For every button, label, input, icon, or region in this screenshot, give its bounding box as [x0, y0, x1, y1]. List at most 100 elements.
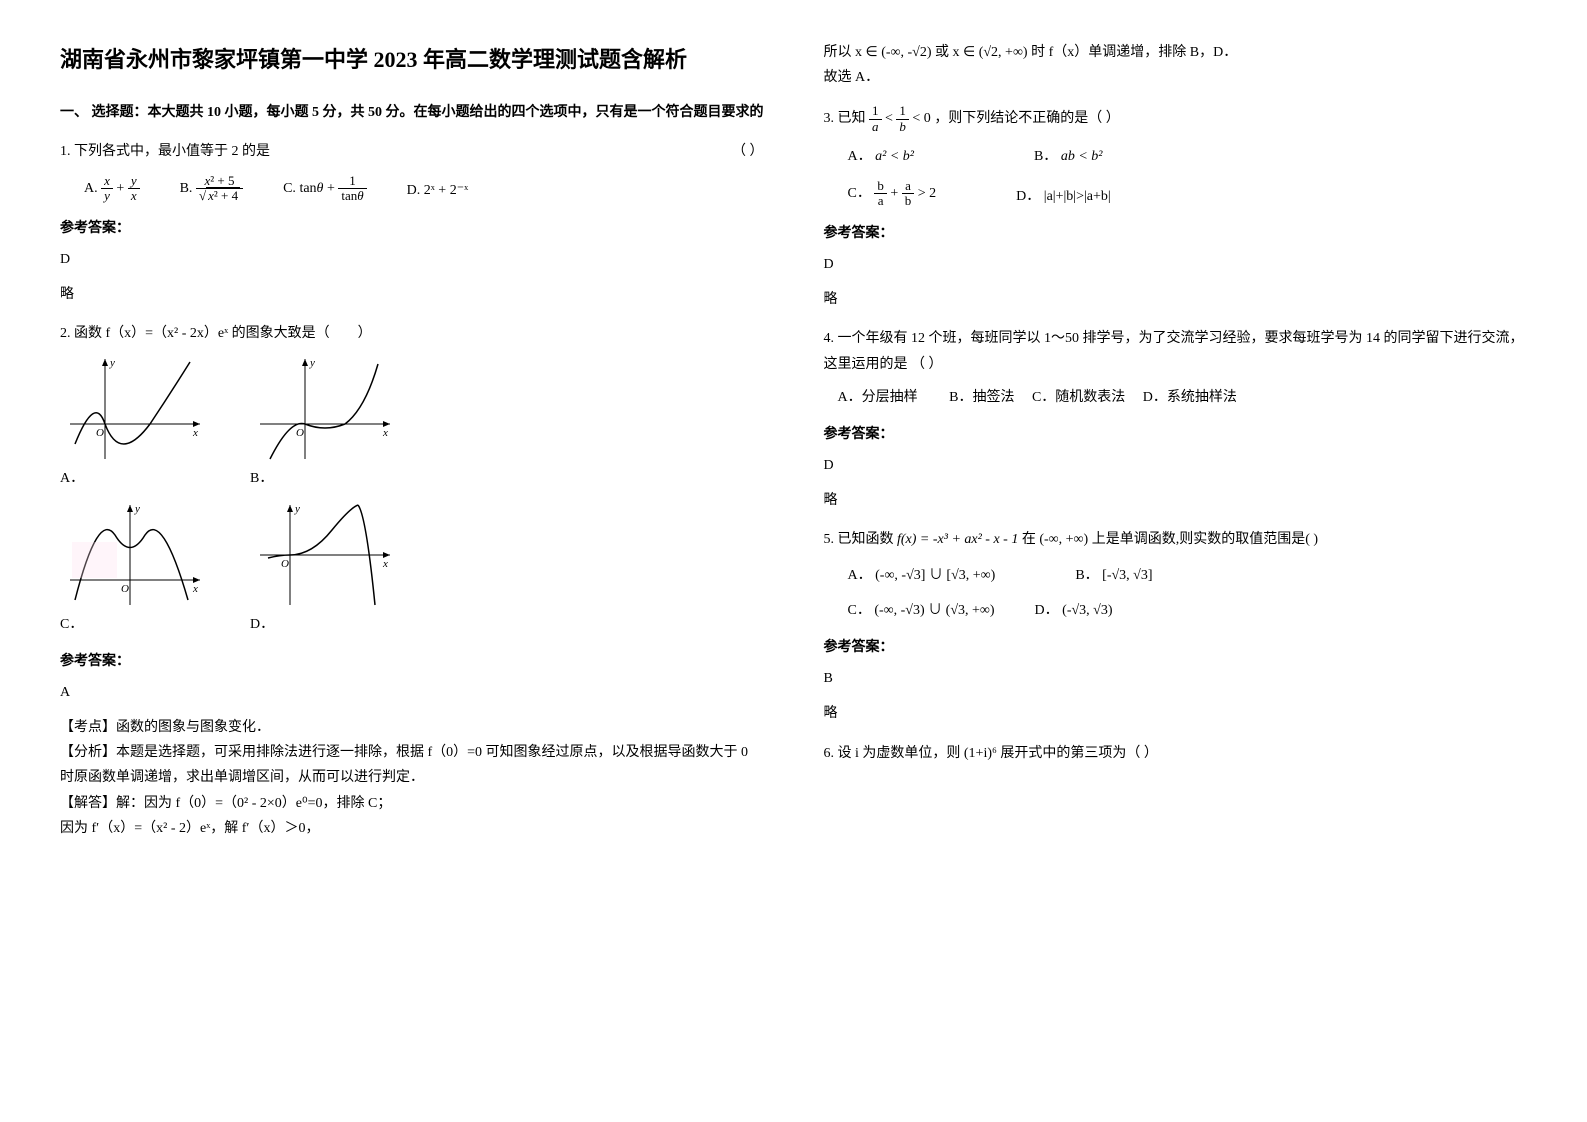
- q3-opt-d-pre: D．: [1016, 189, 1040, 204]
- q2-stem: 2. 函数 f（x）=（x² - 2x）eˣ 的图象大致是（ ）: [60, 321, 764, 346]
- doc-title: 湖南省永州市黎家坪镇第一中学 2023 年高二数学理测试题含解析: [60, 40, 764, 80]
- svg-text:O: O: [96, 427, 104, 439]
- q5-stem: 5. 已知函数 f(x) = -x³ + ax² - x - 1 在 (-∞, …: [824, 527, 1528, 552]
- q2-lbl-d: D．: [250, 612, 400, 637]
- q1-blank: （ ）: [732, 139, 764, 164]
- q5-stem-c: 上是单调函数,则实数的取值范围是( ): [1092, 532, 1318, 547]
- q2-graphs-row2: y x O C． y x O D: [60, 500, 764, 637]
- svg-text:O: O: [296, 427, 304, 439]
- q5-options-2: C． (-∞, -√3) ∪ (√3, +∞) D． (-√3, √3): [848, 598, 1528, 623]
- q1-opt-c: C. tanθ + 1tanθ: [283, 174, 367, 204]
- q2-explain-2: 【解答】解：因为 f（0）=（0² - 2×0）e⁰=0，排除 C；: [60, 791, 764, 816]
- q2-lbl-b: B．: [250, 466, 400, 491]
- q5-opt-a-pre: A．: [848, 568, 872, 583]
- q2-lbl-c: C．: [60, 612, 210, 637]
- q5-stem-a: 5. 已知函数: [824, 532, 894, 547]
- q1-opt-a-label: A.: [84, 181, 98, 196]
- q3-opt-b-pre: B．: [1034, 149, 1057, 164]
- q5-fx: f(x) = -x³ + ax² - x - 1: [897, 532, 1018, 547]
- q2-explain-3: 因为 f′（x）=（x² - 2）eˣ，解 f′（x）＞0，: [60, 816, 764, 841]
- section-1-head: 一、 选择题：本大题共 10 小题，每小题 5 分，共 50 分。在每小题给出的…: [60, 100, 764, 125]
- q1-opt-d-text: 2ˣ + 2⁻ˣ: [424, 183, 468, 198]
- q1-ans-label: 参考答案：: [60, 216, 764, 241]
- q5-opt-c: C． (-∞, -√3) ∪ (√3, +∞): [848, 598, 995, 623]
- svg-text:x: x: [382, 427, 388, 439]
- q3-options: A． a² < b² B． ab < b²: [848, 144, 1528, 169]
- q3-opt-d-text: |a|+|b|>|a+b|: [1044, 189, 1111, 204]
- q3-opt-a-pre: A．: [848, 149, 872, 164]
- q5-note: 略: [824, 701, 1528, 726]
- q3-opt-c: C． ba + ab > 2: [848, 179, 937, 209]
- q2-graph-c: y x O: [60, 500, 210, 610]
- svg-text:y: y: [294, 503, 300, 515]
- q3-opt-a-text: a² < b²: [875, 149, 914, 164]
- q2-explain-1: 【分析】本题是选择题，可采用排除法进行逐一排除，根据 f（0）=0 可知图象经过…: [60, 740, 764, 790]
- q4-ans-label: 参考答案：: [824, 422, 1528, 447]
- q3-stem-b: ，则下列结论不正确的是（ ）: [934, 111, 1120, 126]
- q1-opt-a: A. xy + yx: [84, 174, 140, 204]
- q1-options: A. xy + yx B. x² + 5√x² + 4 C. tanθ + 1t…: [84, 174, 764, 204]
- svg-text:y: y: [309, 357, 315, 369]
- svg-text:x: x: [382, 558, 388, 570]
- q3-ans: D: [824, 252, 1528, 277]
- q1-ans: D: [60, 247, 764, 272]
- q4-stem: 4. 一个年级有 12 个班，每班同学以 1～50 排学号，为了交流学习经验，要…: [824, 326, 1528, 376]
- q3-options-2: C． ba + ab > 2 D． |a|+|b|>|a+b|: [848, 179, 1528, 209]
- q3-opt-d: D． |a|+|b|>|a+b|: [1016, 184, 1111, 209]
- q2-graphs-row1: y x O A． y x O B．: [60, 354, 764, 491]
- svg-text:O: O: [281, 558, 289, 570]
- q3-opt-a: A． a² < b²: [848, 144, 914, 169]
- q1-opt-b-label: B.: [180, 181, 193, 196]
- q2-graph-a: y x O: [60, 354, 210, 464]
- q1-opt-d-label: D.: [407, 183, 421, 198]
- q5-stem-b: 在: [1022, 532, 1036, 547]
- q5-opt-a: A． (-∞, -√3] ∪ [√3, +∞): [848, 563, 996, 588]
- q5-dom: (-∞, +∞): [1039, 532, 1088, 547]
- svg-text:x: x: [192, 583, 198, 595]
- q1-opt-b: B. x² + 5√x² + 4: [180, 174, 244, 204]
- q3-stem-a: 3. 已知: [824, 111, 866, 126]
- q1-note: 略: [60, 282, 764, 307]
- q2-ans: A: [60, 680, 764, 705]
- q3-stem: 3. 已知 1a < 1b < 0 ，则下列结论不正确的是（ ）: [824, 104, 1528, 134]
- q5-opt-b-pre: B．: [1075, 568, 1098, 583]
- q1-opt-d: D. 2ˣ + 2⁻ˣ: [407, 178, 469, 203]
- q5-opt-d: D． (-√3, √3): [1035, 598, 1113, 623]
- q5-options: A． (-∞, -√3] ∪ [√3, +∞) B． [-√3, √3]: [848, 563, 1528, 588]
- q4-ans: D: [824, 453, 1528, 478]
- q2-explain-4m: 或: [935, 45, 949, 60]
- q2-explain-4a: 所以: [824, 45, 852, 60]
- q2-graph-d: y x O: [250, 500, 400, 610]
- q4-options: A．分层抽样 B．抽签法 C．随机数表法 D．系统抽样法: [838, 385, 1528, 410]
- q3-opt-b: B． ab < b²: [1034, 144, 1103, 169]
- svg-text:y: y: [109, 357, 115, 369]
- q5-opt-b-text: [-√3, √3]: [1102, 568, 1152, 583]
- q6-stem-b: 展开式中的第三项为（ ）: [1000, 746, 1158, 761]
- q5-opt-d-text: (-√3, √3): [1062, 603, 1112, 618]
- q5-opt-c-pre: C．: [848, 603, 871, 618]
- q2-ans-label: 参考答案：: [60, 649, 764, 674]
- svg-text:y: y: [134, 503, 140, 515]
- q2-explain-4b: 时 f（x）单调递增，排除 B，D．: [1031, 45, 1237, 60]
- q2-explain-head: 【考点】函数的图象与图象变化．: [60, 715, 764, 740]
- q6-stem-a: 6. 设 i 为虚数单位，则: [824, 746, 961, 761]
- q5-ans-label: 参考答案：: [824, 635, 1528, 660]
- q3-note: 略: [824, 287, 1528, 312]
- q6-stem: 6. 设 i 为虚数单位，则 (1+i)⁶ 展开式中的第三项为（ ）: [824, 741, 1528, 766]
- q2-explain-5: 故选 A．: [824, 65, 1528, 90]
- q5-opt-c-text: (-∞, -√3) ∪ (√3, +∞): [874, 603, 994, 618]
- q5-opt-a-text: (-∞, -√3] ∪ [√3, +∞): [875, 568, 995, 583]
- q3-opt-c-suf: 2: [929, 186, 936, 201]
- svg-text:O: O: [121, 583, 129, 595]
- q1-opt-c-label: C.: [283, 181, 296, 196]
- q1-stem: 1. 下列各式中，最小值等于 2 的是 （ ）: [60, 139, 764, 164]
- q5-opt-d-pre: D．: [1035, 603, 1059, 618]
- q3-opt-b-text: ab < b²: [1061, 149, 1103, 164]
- q5-opt-b: B． [-√3, √3]: [1075, 563, 1152, 588]
- q6-expr: (1+i)⁶: [964, 746, 997, 761]
- q2-lbl-a: A．: [60, 466, 210, 491]
- q2-explain-4: 所以 x ∈ (-∞, -√2) 或 x ∈ (√2, +∞) 时 f（x）单调…: [824, 40, 1528, 65]
- q3-opt-c-pre: C．: [848, 186, 871, 201]
- q1-text: 1. 下列各式中，最小值等于 2 的是: [60, 144, 270, 159]
- q3-ans-label: 参考答案：: [824, 221, 1528, 246]
